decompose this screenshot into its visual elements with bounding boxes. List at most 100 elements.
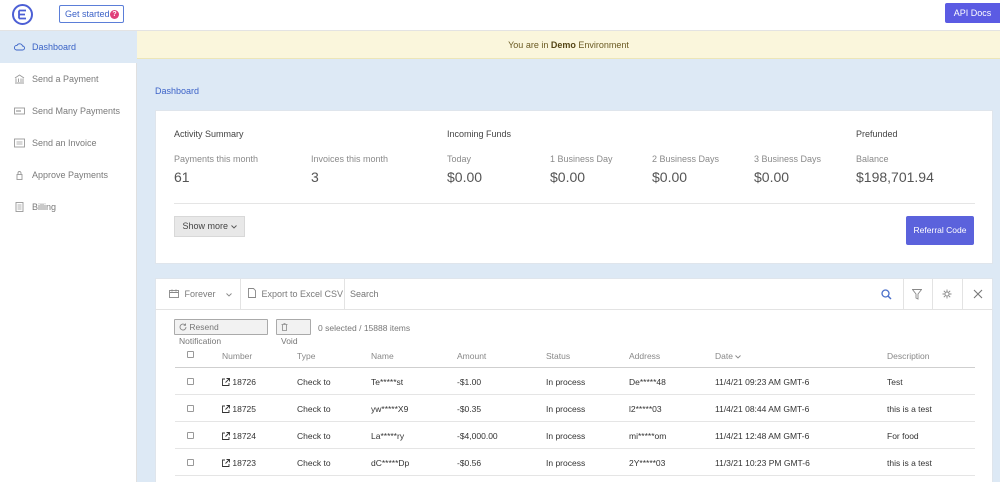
cell-number[interactable]: 18725 [222,404,256,414]
cell-date: 11/4/21 08:44 AM GMT-6 [715,404,810,414]
table-row[interactable]: 18724 Check to La*****ry -$4,000.00 In p… [175,422,975,449]
prefunded-title: Prefunded [856,129,898,139]
api-docs-button[interactable]: API Docs [945,3,1000,23]
gear-icon[interactable] [942,289,952,299]
toolbar-separator [240,279,241,309]
sidebar-item-send-many-payments[interactable]: Send Many Payments [0,95,137,127]
table-row[interactable]: 18726 Check to Te*****st -$1.00 In proce… [175,368,975,395]
sidebar-item-label: Billing [32,202,57,212]
document-icon [15,202,24,212]
row-checkbox[interactable] [187,378,194,385]
cell-date: 11/4/21 09:23 AM GMT-6 [715,377,810,387]
cell-amount: -$1.00 [457,377,482,387]
invoices-month-label: Invoices this month [311,154,389,164]
referral-code-button[interactable]: Referral Code [906,216,974,245]
cell-date: 11/3/21 10:23 PM GMT-6 [715,458,810,468]
help-icon: ? [110,10,119,19]
row-checkbox[interactable] [187,459,194,466]
file-icon [248,288,256,298]
cell-number[interactable]: 18726 [222,377,256,387]
row-checkbox[interactable] [187,405,194,412]
sidebar-item-send-payment[interactable]: Send a Payment [0,63,137,95]
filter-icon[interactable] [912,289,922,300]
external-link-icon [222,459,230,467]
cell-name: dC*****Dp [371,458,410,468]
summary-card: Activity Summary Payments this month 61 … [155,110,993,264]
activity-summary-title: Activity Summary [174,129,244,139]
get-started-button[interactable]: Get started ? [59,5,124,23]
cell-type: Check to [297,377,331,387]
column-description[interactable]: Description [887,351,930,361]
chevron-down-icon [226,293,232,297]
sidebar-item-label: Send Many Payments [32,106,121,116]
cell-address: De*****48 [629,377,666,387]
toolbar-separator [962,279,963,309]
bank-icon [14,74,25,84]
cell-status: In process [546,404,586,414]
incoming-2day-label: 2 Business Days [652,154,720,164]
column-type[interactable]: Type [297,351,316,361]
invoice-icon [14,138,25,148]
cell-number[interactable]: 18723 [222,458,256,468]
sidebar-item-billing[interactable]: Billing [0,191,137,223]
column-name[interactable]: Name [371,351,394,361]
toolbar-separator [932,279,933,309]
column-status[interactable]: Status [546,351,571,361]
show-more-button[interactable]: Show more [174,216,245,237]
sidebar-item-send-invoice[interactable]: Send an Invoice [0,127,137,159]
logo-icon[interactable] [12,4,33,25]
refresh-icon [179,323,187,331]
column-number[interactable]: Number [222,351,253,361]
sidebar-item-dashboard[interactable]: Dashboard [0,31,137,63]
row-checkbox[interactable] [187,432,194,439]
incoming-1day-label: 1 Business Day [550,154,613,164]
trash-icon [281,323,288,331]
date-range-value: Forever [184,289,216,299]
breadcrumb[interactable]: Dashboard [155,86,200,96]
banner-suffix: Environment [575,40,629,50]
environment-banner: You are in Demo Environment [137,31,1000,59]
column-amount[interactable]: Amount [457,351,487,361]
select-all-checkbox[interactable] [187,351,194,358]
sidebar-item-label: Approve Payments [32,170,109,180]
export-csv-button[interactable]: Export to Excel CSV [248,279,344,309]
cell-type: Check to [297,458,331,468]
table-row[interactable]: 18723 Check to dC*****Dp -$0.56 In proce… [175,449,975,476]
column-address[interactable]: Address [629,351,661,361]
show-more-label: Show more [182,221,228,231]
banner-prefix: You are in [508,40,551,50]
column-date[interactable]: Date [715,351,742,361]
sidebar-item-label: Send a Payment [32,74,99,84]
header-divider [175,367,975,368]
date-range-select[interactable]: Forever [169,279,241,309]
table-row[interactable]: 18725 Check to yw*****X9 -$0.35 In proce… [175,395,975,422]
payments-month-value: 61 [174,169,190,185]
number-value: 18725 [232,404,257,414]
number-value: 18724 [232,431,257,441]
cell-amount: -$4,000.00 [457,431,498,441]
search-input[interactable] [350,285,870,303]
search-icon[interactable] [881,289,892,300]
void-button[interactable]: Void [276,319,311,346]
cell-name: Te*****st [371,377,404,387]
number-value: 18723 [232,458,257,468]
transactions-card: Forever Export to Excel CSV Resend Notif… [155,278,993,482]
sidebar-item-label: Dashboard [32,42,77,52]
resend-notification-button[interactable]: Resend Notification [174,319,268,346]
calendar-icon [169,289,179,298]
cell-type: Check to [297,431,331,441]
close-icon[interactable] [973,289,983,299]
chevron-down-icon [230,225,237,229]
cell-description: this is a test [887,404,932,414]
invoices-month-value: 3 [311,169,319,185]
cell-status: In process [546,377,586,387]
cell-address: mi*****om [629,431,667,441]
sidebar-item-approve-payments[interactable]: Approve Payments [0,159,137,191]
export-csv-label: Export to Excel CSV [261,289,344,299]
incoming-3day-value: $0.00 [754,169,790,185]
balance-value: $198,701.94 [856,169,934,185]
cell-number[interactable]: 18724 [222,431,256,441]
cell-amount: -$0.56 [457,458,482,468]
external-link-icon [222,432,230,440]
void-label: Void [281,336,298,346]
